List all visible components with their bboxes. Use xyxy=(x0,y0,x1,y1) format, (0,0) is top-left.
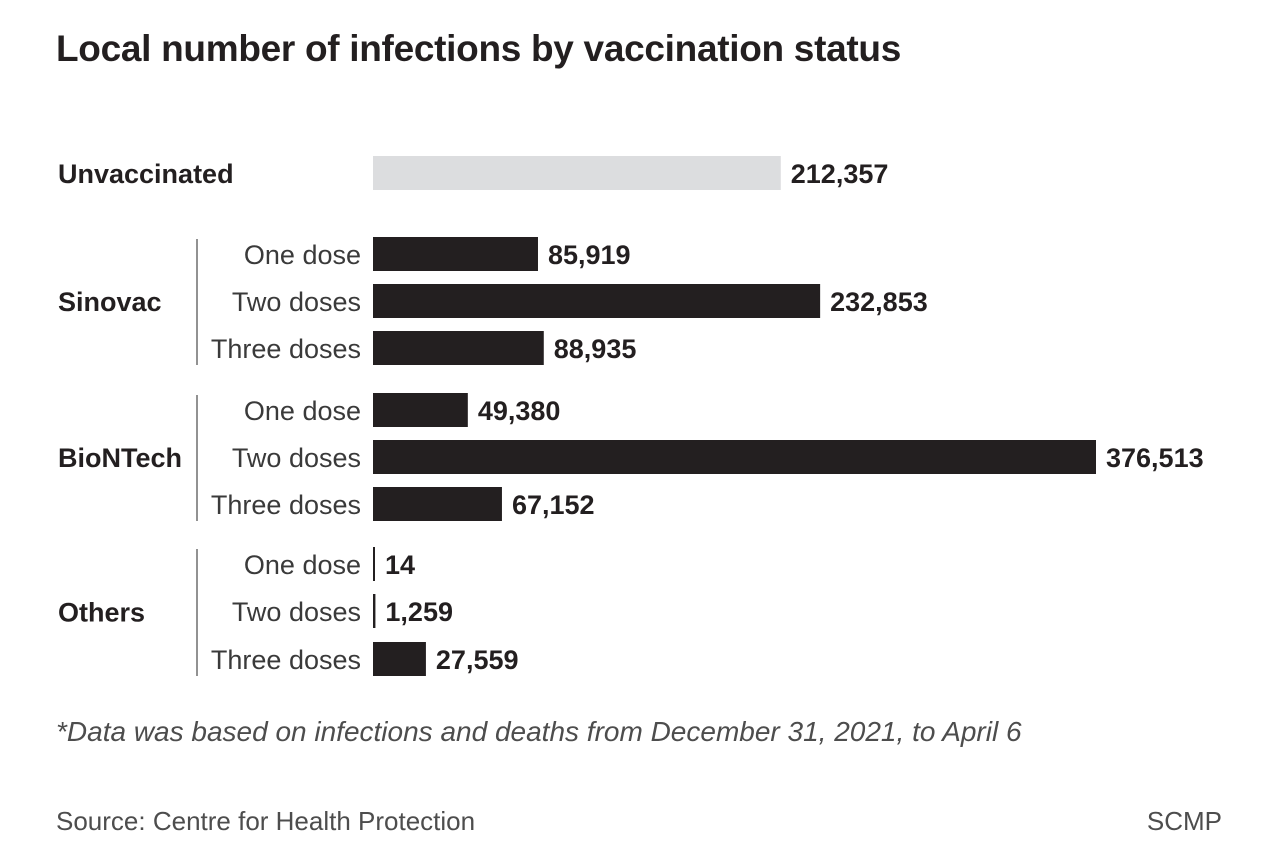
value-label-sinovac-two-doses: 232,853 xyxy=(830,287,928,317)
value-label-biontech-two-doses: 376,513 xyxy=(1106,443,1204,473)
bar-others-one-dose xyxy=(373,547,375,581)
publisher-credit: SCMP xyxy=(1146,806,1222,836)
value-label-sinovac-one-dose: 85,919 xyxy=(548,240,631,270)
category-label-others-three-doses: Three doses xyxy=(211,645,361,675)
value-label-biontech-one-dose: 49,380 xyxy=(478,396,561,426)
group-label-others: Others xyxy=(58,597,145,627)
group-label-sinovac: Sinovac xyxy=(58,287,162,317)
value-label-others-three-doses: 27,559 xyxy=(436,645,519,675)
category-label-biontech-three-doses: Three doses xyxy=(211,490,361,520)
bar-unvaccinated-total xyxy=(373,156,781,190)
bar-sinovac-one-dose xyxy=(373,237,538,271)
value-label-others-one-dose: 14 xyxy=(385,550,415,580)
category-label-sinovac-two-doses: Two doses xyxy=(232,287,361,317)
category-label-biontech-two-doses: Two doses xyxy=(232,443,361,473)
bar-biontech-one-dose xyxy=(373,393,468,427)
bar-biontech-two-doses xyxy=(373,440,1096,474)
group-label-biontech: BioNTech xyxy=(58,443,182,473)
bar-sinovac-two-doses xyxy=(373,284,821,318)
category-label-sinovac-one-dose: One dose xyxy=(244,240,361,270)
footnote: *Data was based on infections and deaths… xyxy=(56,716,1022,747)
bar-sinovac-three-doses xyxy=(373,331,544,365)
value-label-unvaccinated-total: 212,357 xyxy=(791,159,889,189)
category-label-others-two-doses: Two doses xyxy=(232,597,361,627)
category-label-sinovac-three-doses: Three doses xyxy=(211,334,361,364)
bar-biontech-three-doses xyxy=(373,487,502,521)
value-label-sinovac-three-doses: 88,935 xyxy=(554,334,637,364)
group-label-unvaccinated: Unvaccinated xyxy=(58,159,234,189)
value-label-biontech-three-doses: 67,152 xyxy=(512,490,595,520)
bar-others-three-doses xyxy=(373,642,426,676)
value-label-others-two-doses: 1,259 xyxy=(385,597,453,627)
category-label-biontech-one-dose: One dose xyxy=(244,396,361,426)
chart-title: Local number of infections by vaccinatio… xyxy=(56,28,901,69)
bar-others-two-doses xyxy=(373,594,376,628)
source-credit: Source: Centre for Health Protection xyxy=(56,806,476,836)
bar-chart: Unvaccinated 212,357 Sinovac One dose 85,919… xyxy=(58,156,1204,676)
category-label-others-one-dose: One dose xyxy=(244,550,361,580)
